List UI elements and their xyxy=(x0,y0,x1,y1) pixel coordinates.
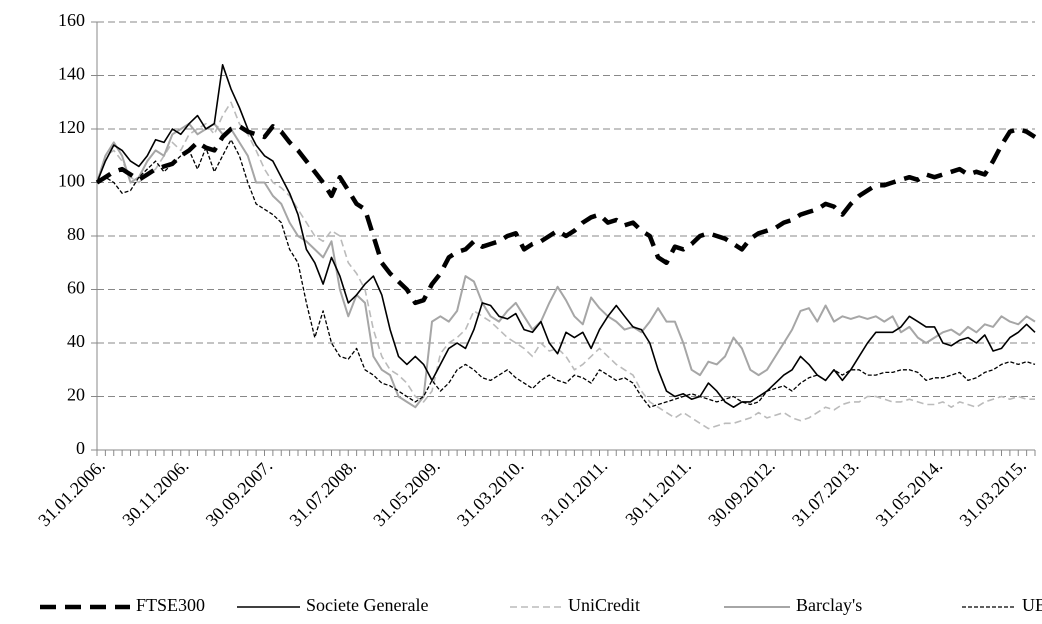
x-tick-label: 30.09.2007. xyxy=(202,456,277,531)
x-tick-label: 30.11.2006. xyxy=(118,456,192,530)
y-tick-label: 160 xyxy=(58,10,85,30)
x-tick-label: 30.11.2011. xyxy=(621,456,695,530)
y-tick-label: 60 xyxy=(67,278,85,298)
series-line xyxy=(96,122,1036,409)
legend-label: Societe Generale xyxy=(306,595,428,615)
legend-label: UniCredit xyxy=(568,595,640,615)
x-tick-label: 31.07.2013. xyxy=(788,456,863,531)
x-tick-label: 31.05.2014. xyxy=(872,456,947,531)
series-line xyxy=(96,64,1036,409)
series-line xyxy=(95,124,1037,306)
y-tick-label: 80 xyxy=(67,224,85,244)
series-line xyxy=(96,101,1035,430)
x-tick-label: 31.03.2015. xyxy=(955,456,1030,531)
legend-label: UBS xyxy=(1022,595,1042,615)
legend-label: Barclay's xyxy=(796,595,862,615)
x-tick-label: 31.03.2010. xyxy=(453,456,528,531)
y-tick-label: 20 xyxy=(67,385,85,405)
x-tick-label: 31.07.2008. xyxy=(285,456,360,531)
y-tick-label: 40 xyxy=(67,331,85,351)
legend-label: FTSE300 xyxy=(136,595,205,615)
x-tick-label: 30.09.2012. xyxy=(704,456,779,531)
y-tick-label: 0 xyxy=(76,438,85,458)
series-line xyxy=(96,139,1036,408)
x-tick-label: 31.01.2011. xyxy=(537,456,611,530)
x-tick-label: 31.05.2009. xyxy=(369,456,444,531)
x-tick-label: 31.01.2006. xyxy=(34,456,109,531)
y-tick-label: 100 xyxy=(58,171,85,191)
y-tick-label: 120 xyxy=(58,117,85,137)
y-tick-label: 140 xyxy=(58,64,85,84)
